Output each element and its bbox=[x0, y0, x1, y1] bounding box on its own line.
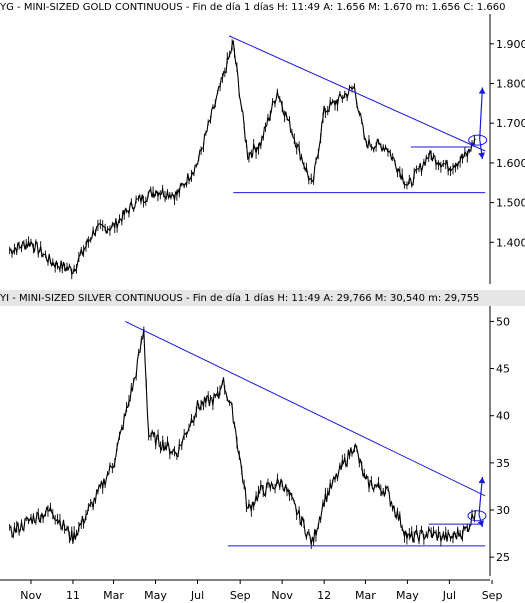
gold-projection-arrow bbox=[479, 87, 484, 140]
x-tick-label: Sep bbox=[482, 589, 503, 602]
gold-y-tick-label: 1.800 bbox=[496, 78, 525, 91]
gold-chart-title: YG - MINI-SIZED GOLD CONTINUOUS - Fin de… bbox=[0, 1, 505, 13]
gold-arrow-head bbox=[478, 152, 485, 159]
silver-y-tick-label: 45 bbox=[496, 363, 510, 376]
gold-breakout-circle bbox=[468, 134, 488, 146]
gold-plot-area bbox=[0, 14, 490, 284]
gold-y-tick-label: 1.900 bbox=[496, 38, 525, 51]
x-tick-label: May bbox=[144, 589, 167, 602]
silver-plot-area bbox=[0, 306, 490, 576]
x-axis: Nov 11 Mar May Jul Sep Nov 12 Mar May Jul Sep bbox=[20, 580, 502, 602]
x-tick-label: 12 bbox=[317, 589, 331, 602]
x-tick-label: Nov bbox=[271, 589, 293, 602]
silver-breakout-circle bbox=[467, 510, 487, 522]
gold-price-series bbox=[9, 35, 488, 280]
gold-y-axis: 1.900 1.800 1.700 1.600 1.500 1.400 bbox=[490, 38, 525, 249]
x-tick-label: Mar bbox=[355, 589, 376, 602]
gold-trendline-line bbox=[228, 35, 486, 152]
silver-y-tick-label: 30 bbox=[496, 504, 510, 517]
silver-header-bar bbox=[0, 290, 525, 306]
silver-projection-arrow bbox=[478, 476, 484, 515]
x-tick-label: 11 bbox=[66, 589, 80, 602]
x-tick-label: Mar bbox=[103, 589, 124, 602]
silver-arrow-head bbox=[478, 477, 486, 484]
silver-trendline-line bbox=[125, 320, 486, 497]
gold-arrow-head bbox=[478, 87, 486, 94]
x-tick-label: Jul bbox=[190, 589, 204, 602]
gold-y-tick-label: 1.400 bbox=[496, 236, 525, 249]
silver-y-tick-label: 40 bbox=[496, 410, 510, 423]
silver-y-tick-label: 25 bbox=[496, 551, 510, 564]
silver-y-tick-label: 35 bbox=[496, 457, 510, 470]
x-tick-label: Nov bbox=[20, 589, 42, 602]
silver-y-tick-label: 50 bbox=[496, 315, 510, 328]
gold-y-tick-label: 1.600 bbox=[496, 157, 525, 170]
gold-header-bar bbox=[0, 0, 490, 14]
silver-chart-title: YI - MINI-SIZED SILVER CONTINUOUS - Fin … bbox=[0, 292, 479, 304]
silver-y-axis: 50 45 40 35 30 25 bbox=[490, 315, 510, 564]
gold-y-tick-label: 1.700 bbox=[496, 117, 525, 130]
gold-y-tick-label: 1.500 bbox=[496, 197, 525, 210]
x-tick-label: May bbox=[396, 589, 419, 602]
x-tick-label: Sep bbox=[230, 589, 251, 602]
silver-arrow-head bbox=[477, 520, 485, 527]
x-tick-label: Jul bbox=[442, 589, 456, 602]
silver-price-series bbox=[9, 320, 487, 549]
